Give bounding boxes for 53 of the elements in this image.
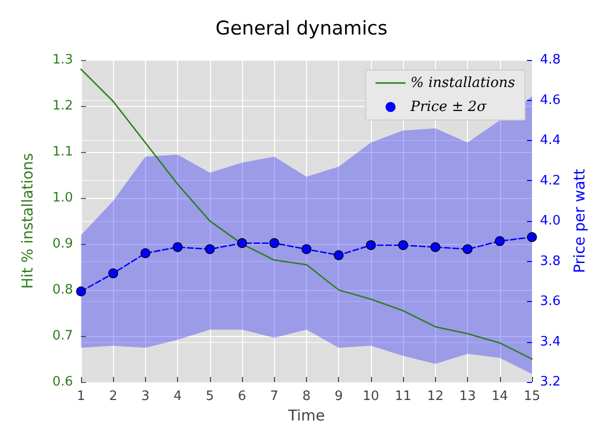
point xyxy=(462,244,472,254)
legend-label: Price ± 2σ xyxy=(410,99,487,115)
x-tick-label: 10 xyxy=(362,389,380,404)
point xyxy=(237,238,247,248)
y2-axis-title: Price per watt xyxy=(570,168,588,274)
x-tick-label: 4 xyxy=(174,389,182,404)
x-tick-label: 15 xyxy=(524,389,540,404)
y-tick-label: 1.2 xyxy=(52,98,73,114)
x-tick-label: 2 xyxy=(109,389,118,404)
point xyxy=(76,286,86,296)
x-tick-label: 9 xyxy=(334,389,343,404)
y2-tick-label: 4.2 xyxy=(540,173,561,188)
y-tick-label: 0.8 xyxy=(52,282,73,298)
x-tick-label: 1 xyxy=(76,389,86,404)
legend-label: % installations xyxy=(410,75,516,91)
x-tick-label: 5 xyxy=(206,389,214,404)
point xyxy=(430,242,440,252)
point xyxy=(302,244,312,254)
point xyxy=(204,244,215,254)
point xyxy=(140,248,150,258)
point xyxy=(494,236,505,246)
chart-title: General dynamics xyxy=(215,18,388,40)
y2-tick-label: 4.0 xyxy=(540,214,561,228)
x-tick-label: 6 xyxy=(238,389,246,404)
y2-tick-label: 3.6 xyxy=(540,294,561,309)
point xyxy=(527,232,537,242)
x-tick-label: 11 xyxy=(394,389,412,404)
y-tick-label: 1.3 xyxy=(52,52,73,68)
y2-tick-label: 3.8 xyxy=(540,254,561,269)
x-tick-label: 3 xyxy=(141,389,150,404)
y-tick-label: 1.0 xyxy=(52,190,73,206)
y2-tick-label: 3.2 xyxy=(540,374,561,390)
point xyxy=(108,268,118,278)
x-tick-label: 7 xyxy=(270,389,278,404)
y-tick-label: 0.6 xyxy=(52,374,73,390)
x-tick-label: 8 xyxy=(302,389,311,404)
x-tick-label: 13 xyxy=(459,389,476,404)
y2-tick-label: 4.8 xyxy=(540,52,561,68)
x-tick-label: 12 xyxy=(427,389,444,404)
y-tick-label: 1.1 xyxy=(52,144,73,160)
y2-tick-label: 3.4 xyxy=(540,334,561,350)
x-axis-title: Time xyxy=(287,406,325,424)
y-tick-label: 0.9 xyxy=(52,236,73,252)
point xyxy=(269,238,280,248)
y2-tick-label: 4.6 xyxy=(540,92,561,108)
y2-tick-label: 4.4 xyxy=(540,133,561,148)
y-axis-title: Hit % installations xyxy=(18,152,36,289)
x-tick-label: 14 xyxy=(492,389,508,404)
y-tick-label: 0.7 xyxy=(52,328,73,344)
point xyxy=(334,250,344,260)
point xyxy=(366,240,376,250)
point xyxy=(172,242,183,252)
point xyxy=(398,240,408,250)
